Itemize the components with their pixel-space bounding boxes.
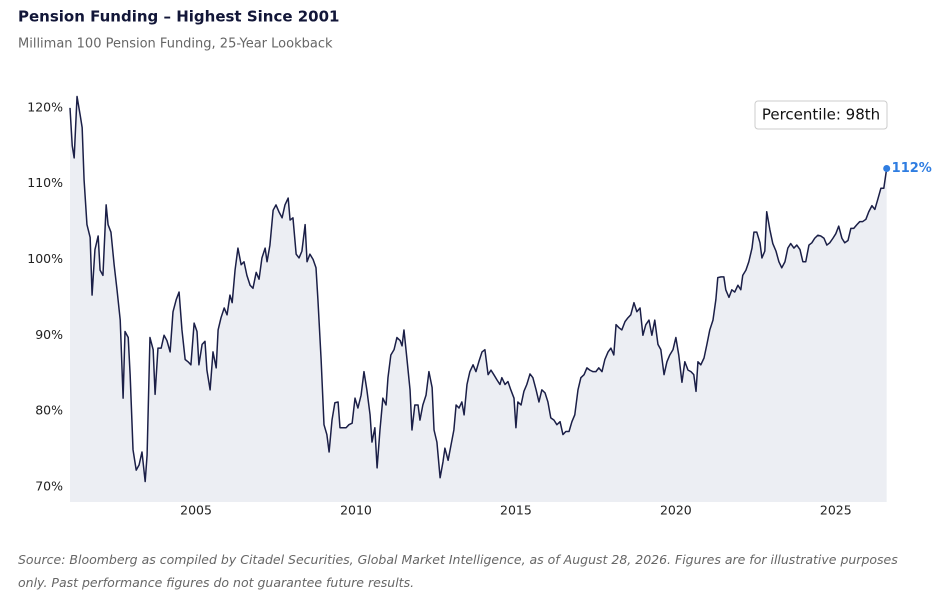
annotation-box [754, 100, 888, 130]
x-tick-label: 2020 [660, 503, 692, 518]
x-tick-label: 2010 [340, 503, 372, 518]
x-tick-label: 2015 [500, 503, 532, 518]
y-tick-label: 100% [27, 251, 63, 266]
y-tick-label: 80% [35, 403, 63, 418]
x-tick-label: 2025 [820, 503, 852, 518]
y-tick-label: 90% [35, 327, 63, 342]
y-tick-label: 110% [27, 175, 63, 190]
chart: Pension Funding – Highest Since 2001 Mil… [18, 8, 932, 518]
chart-subtitle: Milliman 100 Pension Funding, 25-Year Lo… [18, 37, 333, 52]
end-point [883, 165, 891, 173]
plot: 70% 80% 90% 100% 110% 120% 2005 2010 2015 2020 202… [27, 95, 932, 518]
annotation: Percentile: 98th [762, 106, 880, 124]
area [70, 96, 887, 503]
y-tick-label: 120% [27, 99, 63, 114]
x-tick-label: 2005 [180, 503, 212, 518]
end-label: 112% [892, 161, 932, 176]
chart-title: Pension Funding – Highest Since 2001 [18, 8, 339, 26]
y-tick-label: 70% [35, 478, 63, 493]
line [69, 95, 888, 483]
source-note: Source: Bloomberg as compiled by Citadel… [18, 552, 898, 590]
